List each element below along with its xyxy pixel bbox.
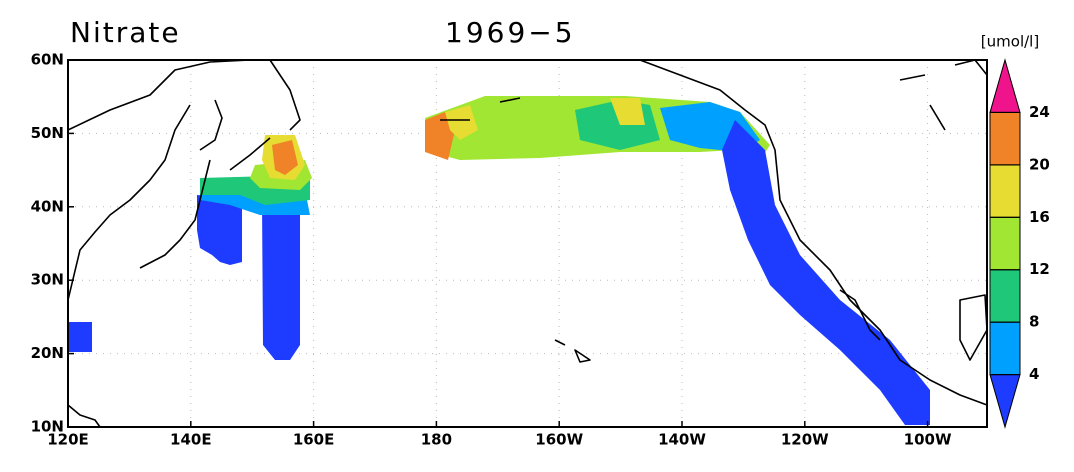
field-patch (610, 98, 645, 125)
coastline (67, 59, 251, 301)
colorbar-label: 8 (1029, 313, 1039, 331)
field-patch (68, 322, 92, 352)
data-field (68, 96, 930, 425)
map-frame (67, 59, 988, 428)
y-tick-label: 20N (31, 344, 64, 362)
x-tick-label: 120W (781, 431, 829, 449)
field-patch (722, 120, 930, 425)
x-tick-label: 140E (170, 431, 212, 449)
coastline (269, 59, 301, 131)
y-tick-label: 60N (31, 51, 64, 69)
colorbar-segment (989, 374, 1021, 429)
colorbar-segment (989, 321, 1021, 376)
y-tick-label: 30N (31, 271, 64, 289)
colorbar-segment (989, 164, 1021, 218)
x-tick-label: 160W (535, 431, 583, 449)
field-patch (425, 112, 455, 160)
title: Nitrate (70, 16, 181, 49)
field-patch (445, 105, 478, 140)
coastline (839, 59, 988, 361)
x-tick-label: 180 (421, 431, 452, 449)
field-patch (197, 195, 242, 265)
x-tick-label: 160E (293, 431, 335, 449)
coastline (639, 59, 988, 406)
colorbar-label: 16 (1029, 208, 1050, 226)
x-tick-label: 140W (658, 431, 706, 449)
coastlines (67, 59, 988, 428)
colorbar: 4 8 12 16 20 24 (989, 58, 1050, 429)
date: 1969−5 (445, 16, 576, 49)
colorbar-segment (989, 111, 1021, 166)
axes: 120E 140E 160E 180 160W 140W 120W 100W 10N 20N 30N… (31, 51, 952, 449)
colorbar-label: 20 (1029, 155, 1050, 173)
field-patch (272, 140, 298, 175)
x-tick-label: 100W (904, 431, 952, 449)
y-tick-label: 50N (31, 124, 64, 142)
x-tick-label: 120E (47, 431, 89, 449)
colorbar-label: 12 (1029, 260, 1050, 278)
y-tick-label: 40N (31, 197, 64, 215)
coastline (229, 97, 521, 171)
colorbar-segment (989, 216, 1021, 271)
coastline (67, 404, 101, 428)
field-patch (262, 200, 300, 360)
colorbar-label: 24 (1029, 103, 1050, 121)
colorbar-segment (989, 269, 1021, 323)
colorbar-segment (989, 58, 1021, 113)
coastline (554, 339, 591, 363)
y-tick-label: 10N (31, 418, 64, 436)
colorbar-unit: [umol/l] (981, 33, 1039, 51)
colorbar-label: 4 (1029, 365, 1039, 383)
coastline (139, 99, 223, 269)
